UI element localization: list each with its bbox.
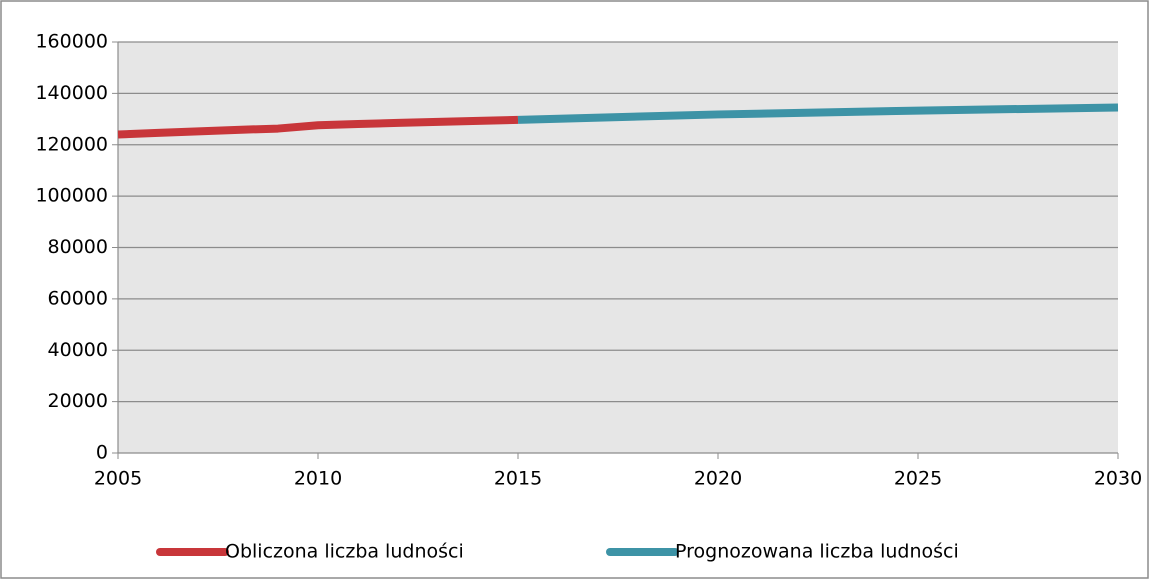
- x-tick-label: 2030: [1094, 468, 1142, 490]
- y-tick-label: 100000: [35, 185, 108, 207]
- y-tick-label: 20000: [48, 390, 108, 412]
- y-tick-label: 140000: [35, 82, 108, 104]
- x-tick-label: 2005: [94, 468, 142, 490]
- x-tick-label: 2025: [894, 468, 942, 490]
- series-line: [117, 115, 519, 139]
- x-tick-label: 2010: [294, 468, 342, 490]
- y-tick-label: 0: [96, 442, 108, 464]
- y-tick-label: 160000: [35, 31, 108, 53]
- legend-label: Prognozowana liczba ludności: [675, 541, 959, 563]
- series-line: [517, 103, 1119, 124]
- y-tick-label: 60000: [48, 287, 108, 309]
- y-tick-label: 120000: [35, 133, 108, 155]
- x-tick-label: 2020: [694, 468, 742, 490]
- legend-label: Obliczona liczba ludności: [225, 541, 464, 563]
- y-tick-label: 80000: [48, 236, 108, 258]
- y-tick-label: 40000: [48, 339, 108, 361]
- x-tick-label: 2015: [494, 468, 542, 490]
